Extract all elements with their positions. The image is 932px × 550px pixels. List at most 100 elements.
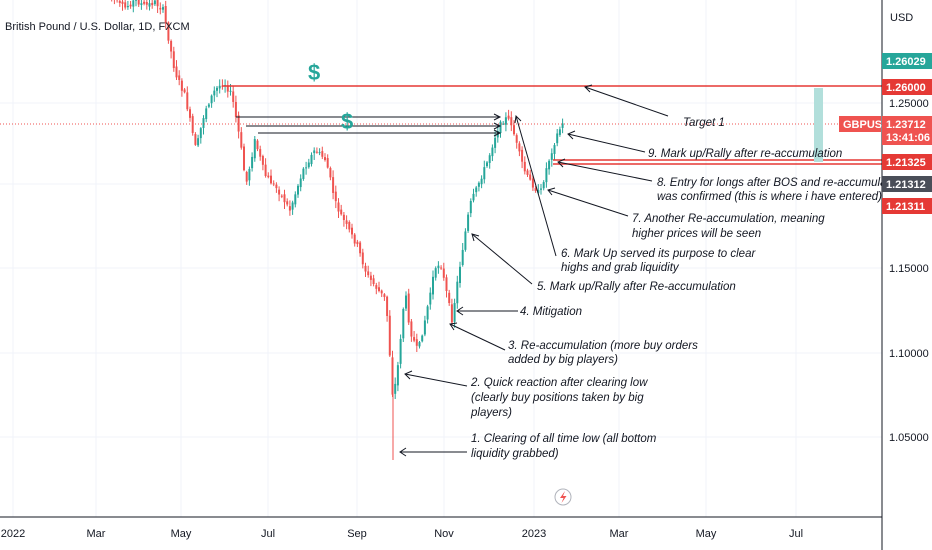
candle — [132, 0, 135, 13]
candle — [197, 134, 200, 148]
candle — [253, 136, 256, 162]
note-8-line1: 8. Entry for longs after BOS and re-accu… — [657, 177, 905, 189]
candle — [280, 194, 283, 199]
candle — [345, 215, 348, 230]
candle — [167, 21, 170, 44]
time-tick-label: Jul — [789, 528, 803, 540]
candle — [194, 132, 197, 146]
candle — [510, 111, 513, 132]
candle — [199, 127, 202, 144]
dollar-icon-target: $ — [308, 60, 320, 85]
candle — [272, 180, 275, 187]
candle — [297, 184, 299, 198]
candle — [329, 166, 332, 181]
candle — [378, 281, 380, 293]
candle — [380, 289, 383, 298]
candle — [216, 86, 218, 98]
candle — [413, 331, 416, 343]
time-tick-label: Mar — [610, 528, 629, 540]
candle — [218, 79, 221, 94]
candle — [291, 200, 294, 215]
note-3-line1: 3. Re-accumulation (more buy orders — [508, 340, 698, 352]
candle — [126, 0, 129, 10]
candle — [153, 0, 156, 6]
target-projection-box[interactable] — [814, 88, 823, 162]
candle — [261, 154, 264, 171]
candle — [386, 295, 389, 322]
note-4: 4. Mitigation — [520, 306, 582, 318]
price-tick-label: 1.10000 — [889, 348, 929, 360]
candle — [164, 0, 167, 29]
candle — [135, 0, 137, 7]
candle — [367, 265, 370, 278]
candle — [448, 289, 451, 306]
candle — [426, 304, 429, 324]
equal-highs-arrow-2 — [493, 122, 502, 130]
candle — [243, 143, 245, 172]
candle — [486, 160, 488, 168]
candle — [324, 153, 326, 162]
candle — [210, 94, 213, 108]
note-5: 5. Mark up/Rally after Re-accumulation — [537, 281, 736, 293]
candle — [399, 334, 402, 369]
note-9: 9. Mark up/Rally after re-accumulation — [648, 148, 842, 160]
price-tags: 1.26029 1.26000 GBPUSD 1.23712 13:41:06 … — [839, 53, 932, 214]
note-8-line2: was confirmed (this is where i have ente… — [657, 191, 882, 203]
price-tag-symbol: GBPUSD — [843, 119, 890, 131]
candle — [456, 275, 459, 309]
annotation-arrows — [399, 84, 669, 457]
tag-bg-1 — [882, 53, 932, 69]
note-target-1: Target 1 — [683, 117, 725, 129]
time-tick-label: Mar — [87, 528, 106, 540]
candle — [251, 152, 254, 172]
candle — [148, 0, 151, 11]
candle — [286, 198, 289, 207]
candle — [337, 198, 340, 218]
candle — [556, 128, 559, 147]
candle — [553, 142, 556, 160]
candle — [143, 0, 146, 6]
note-2-line1: 2. Quick reaction after clearing low — [470, 377, 648, 389]
candle — [475, 185, 478, 197]
candle — [558, 126, 561, 137]
candle — [245, 170, 248, 185]
candle — [221, 79, 224, 90]
candle — [351, 223, 353, 239]
tag-bg-5 — [882, 154, 932, 170]
tag-bg-2 — [882, 79, 932, 95]
candle — [129, 0, 132, 9]
candle — [526, 168, 529, 177]
candle — [550, 148, 553, 167]
candle — [440, 265, 443, 270]
candle — [353, 233, 356, 247]
lightning-icon[interactable] — [554, 488, 572, 506]
candle — [432, 270, 434, 300]
candle — [307, 158, 310, 169]
time-tick-label: May — [171, 528, 192, 540]
candle — [504, 112, 507, 132]
candle — [315, 147, 318, 154]
note-3-line2: added by big players) — [508, 354, 618, 366]
candle — [513, 120, 515, 136]
candle — [326, 154, 329, 169]
annotations: Target 1 9. Mark up/Rally after re-accum… — [470, 117, 905, 460]
note-7-line1: 7. Another Re-accumulation, meaning — [632, 213, 825, 225]
candle — [334, 185, 337, 209]
candle — [545, 162, 548, 188]
equal-highs-arrow-3 — [493, 129, 502, 137]
candle — [488, 153, 491, 169]
candle — [518, 141, 521, 157]
candle — [429, 287, 432, 310]
time-tick-label: 2022 — [1, 528, 25, 540]
candle — [321, 146, 324, 160]
candle — [156, 0, 159, 14]
candle — [111, 0, 113, 2]
candle — [445, 274, 448, 298]
candle — [469, 198, 472, 218]
candle — [515, 133, 518, 149]
candle — [151, 0, 154, 9]
candle — [159, 2, 162, 15]
candle — [340, 204, 343, 216]
